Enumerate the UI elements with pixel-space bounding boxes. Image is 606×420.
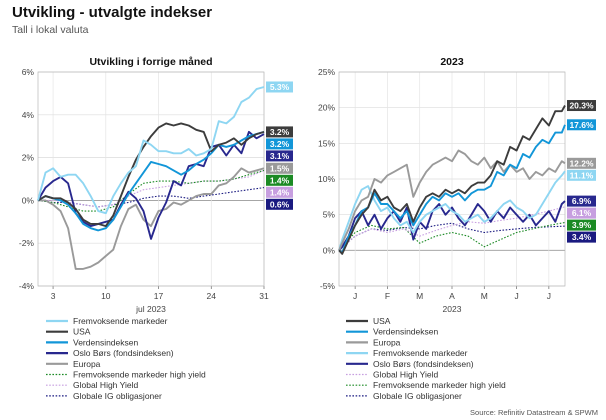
right-series-line-oslo (338, 200, 566, 251)
left-end-label-box-verden (266, 138, 293, 150)
left-plot-frame (37, 71, 265, 287)
left-x-tick-label: 24 (207, 291, 217, 301)
left-series-line-oslo (37, 130, 265, 240)
right-chart: 2023 -5% 0% 5% 10% 15% 20% 25% J F M A M J J 2023 20.3% 1… (318, 56, 596, 314)
right-legend-label-usa: USA (373, 316, 391, 326)
right-end-label-box-usa (567, 100, 596, 112)
right-end-label-global_ig: 3.4% (572, 232, 592, 242)
left-x-tick-label: 10 (101, 291, 111, 301)
source-note: Source: Refinitiv Datastream & SPWM (470, 408, 598, 417)
left-legend-label-global_hy: Global High Yield (73, 380, 138, 390)
left-end-label-oslo: 3.1% (270, 151, 290, 161)
left-legend-label-em_hy: Fremvoksende markeder high yield (73, 370, 206, 380)
right-y-tick-label: -5% (320, 281, 336, 291)
right-end-label-em_hy: 3.9% (572, 220, 592, 230)
right-legend-label-global_ig: Globale IG obligasjoner (373, 391, 462, 401)
left-x-tick-label: 3 (51, 291, 56, 301)
left-series-line-global_ig (37, 187, 265, 208)
page-title: Utvikling - utvalgte indekser (12, 4, 213, 21)
right-series-line-fremvoksende (338, 170, 566, 251)
right-end-label-box-global_ig (567, 231, 596, 243)
left-series-line-fremvoksende (37, 86, 265, 215)
left-legend: Fremvoksende markederUSAVerdensindeksenO… (46, 316, 206, 401)
left-end-label-box-global_hy (266, 186, 293, 198)
right-legend-label-europa: Europa (373, 337, 401, 347)
right-end-label-verden: 17.6% (569, 120, 594, 130)
right-y-tick-label: 25% (318, 67, 335, 77)
right-x-sublabel: 2023 (443, 304, 462, 314)
right-x-tick-label: M (481, 291, 488, 301)
left-legend-label-usa: USA (73, 327, 91, 337)
left-legend-label-oslo: Oslo Børs (fondsindeksen) (73, 348, 174, 358)
right-x-tick-label: F (385, 291, 390, 301)
left-y-tick-label: 2% (22, 153, 35, 163)
left-series-line-europa (38, 167, 265, 270)
right-end-label-fremvoksende: 11.1% (570, 170, 594, 180)
left-y-tick-label: 4% (22, 110, 35, 120)
left-legend-label-fremvoksende: Fremvoksende markeder (73, 316, 168, 326)
left-end-label-verden: 3.2% (270, 139, 290, 149)
right-end-label-global_hy: 6.1% (572, 208, 592, 218)
left-y-tick-label: -2% (19, 238, 35, 248)
left-y-tick-label: 6% (22, 67, 35, 77)
right-series-line-europa (338, 149, 566, 251)
right-series-line-verden (338, 124, 566, 254)
right-y-tick-label: 20% (318, 103, 335, 113)
right-end-label-box-verden (567, 119, 596, 131)
right-end-label-box-europa (567, 157, 596, 169)
left-end-label-fremvoksende: 5.3% (270, 82, 290, 92)
right-end-label-box-fremvoksende (567, 169, 596, 181)
right-chart-title: 2023 (440, 56, 464, 68)
right-plot-frame (338, 71, 566, 287)
left-legend-label-global_ig: Globale IG obligasjoner (73, 391, 162, 401)
right-legend-label-global_hy: Global High Yield (373, 370, 438, 380)
left-chart-title: Utvikling i forrige måned (89, 56, 212, 68)
left-series-line-verden (37, 130, 265, 232)
left-x-tick-label: 31 (259, 291, 269, 301)
right-end-label-oslo: 6.9% (572, 196, 592, 206)
right-x-tick-label: J (353, 291, 357, 301)
left-end-label-box-oslo (266, 150, 293, 162)
right-y-tick-label: 15% (318, 138, 335, 148)
right-y-tick-label: 5% (323, 210, 336, 220)
left-series-line-usa (37, 122, 265, 228)
right-y-tick-label: 10% (318, 174, 335, 184)
right-end-label-box-global_hy (567, 207, 596, 219)
right-end-label-box-em_hy (567, 219, 596, 231)
left-x-tick-label: 17 (154, 291, 164, 301)
right-x-tick-label: J (514, 291, 518, 301)
right-legend-label-em_hy: Fremvoksende markeder high yield (373, 380, 506, 390)
right-series-line-usa (338, 105, 566, 255)
left-x-sublabel: jul 2023 (135, 304, 166, 314)
left-legend-label-europa: Europa (73, 359, 101, 369)
right-x-tick-label: A (449, 291, 455, 301)
right-end-label-europa: 12.2% (569, 158, 594, 168)
left-end-label-global_hy: 1.4% (270, 187, 290, 197)
left-chart: Utvikling i forrige måned -4% -2% 0% 2% 4% 6% 3… (19, 56, 293, 314)
right-end-label-box-oslo (567, 195, 596, 207)
right-legend-label-verden: Verdensindeksen (373, 327, 438, 337)
left-end-label-box-em_hy (266, 174, 293, 186)
left-y-tick-label: 0% (22, 195, 35, 205)
left-y-tick-label: -4% (19, 281, 35, 291)
page-subtitle: Tall i lokal valuta (12, 24, 89, 36)
left-end-label-global_ig: 0.6% (270, 199, 290, 209)
right-x-tick-label: M (416, 291, 423, 301)
right-end-label-usa: 20.3% (569, 101, 594, 111)
right-legend-label-fremvoksende: Fremvoksende markeder (373, 348, 468, 358)
left-end-label-em_hy: 1.4% (270, 175, 290, 185)
left-end-label-box-europa (266, 162, 293, 174)
left-end-label-box-usa (266, 126, 293, 138)
left-end-label-usa: 3.2% (270, 127, 290, 137)
left-end-label-europa: 1.5% (270, 163, 290, 173)
left-end-label-box-global_ig (266, 198, 293, 210)
left-legend-label-verden: Verdensindeksen (73, 337, 138, 347)
right-x-tick-label: J (547, 291, 551, 301)
right-y-tick-label: 0% (323, 245, 336, 255)
right-legend-label-oslo: Oslo Børs (fondsindeksen) (373, 359, 474, 369)
left-end-label-box-fremvoksende (266, 81, 293, 93)
